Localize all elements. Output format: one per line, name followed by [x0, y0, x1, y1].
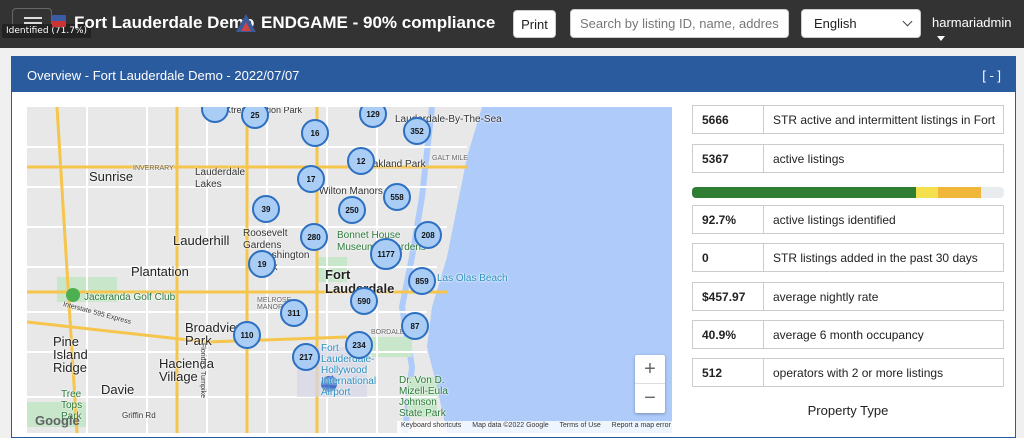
- search-input[interactable]: [570, 9, 789, 38]
- cluster-marker[interactable]: 280: [300, 223, 328, 251]
- map-label: Wilton Manors: [319, 186, 383, 197]
- keyboard-shortcuts-link[interactable]: Keyboard shortcuts: [401, 422, 462, 429]
- print-button[interactable]: Print: [513, 10, 556, 38]
- overview-panel: Overview - Fort Lauderdale Demo - 2022/0…: [11, 56, 1016, 438]
- map-label: Tree Tops Park: [61, 389, 83, 422]
- cluster-marker[interactable]: 217: [292, 343, 320, 371]
- cluster-marker[interactable]: 352: [403, 117, 431, 145]
- stat-row: 92.7% active listings identified: [692, 205, 1004, 234]
- stat-label: active listings: [773, 152, 845, 166]
- cluster-marker[interactable]: 208: [414, 221, 442, 249]
- report-error-link[interactable]: Report a map error: [611, 422, 671, 429]
- stat-value: 5367: [693, 145, 764, 172]
- cluster-marker[interactable]: 234: [345, 331, 373, 359]
- map-label: Lauderdale Lakes: [195, 167, 246, 190]
- map-label: MELROSE MANORS: [257, 297, 292, 311]
- cluster-marker[interactable]: 87: [401, 312, 429, 340]
- cluster-marker[interactable]: 311: [280, 299, 308, 327]
- progress-segment-pending: [937, 187, 982, 198]
- progress-segment-partial: [915, 187, 938, 198]
- map-label: Hacienda Village: [159, 356, 214, 384]
- cluster-marker[interactable]: 859: [408, 267, 436, 295]
- panel-title: Overview - Fort Lauderdale Demo - 2022/0…: [27, 68, 300, 83]
- cluster-marker[interactable]: 19: [248, 250, 276, 278]
- map-label: GALT MILE: [432, 155, 468, 162]
- stat-label: STR listings added in the past 30 days: [773, 251, 978, 265]
- listings-map[interactable]: Lauderdale-By-The-Sea Oakland Park GALT …: [27, 107, 672, 433]
- stat-label: average nightly rate: [773, 290, 879, 304]
- stat-row: 5666 STR active and intermittent listing…: [692, 105, 1004, 134]
- zoom-in-button[interactable]: +: [635, 355, 665, 384]
- cluster-marker[interactable]: 558: [383, 183, 411, 211]
- map-label: Griffin Rd: [122, 411, 156, 420]
- terms-link[interactable]: Terms of Use: [559, 422, 601, 429]
- map-label: Roosevelt Gardens: [243, 228, 288, 251]
- cluster-marker[interactable]: 110: [233, 321, 261, 349]
- map-label: Pine Island Ridge: [53, 334, 88, 375]
- map-label: Sunrise: [89, 169, 134, 184]
- progress-segment-identified: [692, 187, 916, 198]
- map-label: Fort Lauderdale-Hollywood International …: [321, 343, 377, 398]
- stat-value: 5666: [693, 106, 764, 133]
- map-label: Dr. Von D. Mizell-Eula Johnson State Par…: [399, 375, 448, 419]
- cluster-marker[interactable]: 39: [252, 195, 280, 223]
- stat-value: 512: [693, 359, 764, 386]
- compliance-title: ENDGAME - 90% compliance: [261, 13, 496, 32]
- flag-icon: [52, 15, 66, 27]
- stat-label: operators with 2 or more listings: [773, 366, 944, 380]
- username: harmariadmin: [932, 15, 1012, 30]
- map-label: Fort Lauderdale: [325, 267, 394, 296]
- map-label: Lauderhill: [173, 233, 230, 248]
- compliance-progress-bar: [692, 187, 1004, 198]
- map-attribution: Keyboard shortcuts Map data ©2022 Google…: [397, 421, 672, 433]
- map-label: Las Olas Beach: [437, 273, 508, 284]
- property-type-heading: Property Type: [807, 403, 889, 418]
- cluster-marker[interactable]: 1177: [370, 238, 402, 270]
- endgame-logo-icon: [236, 14, 256, 32]
- stat-value: 0: [693, 244, 764, 271]
- map-label: Lauderdale-By-The-Sea: [395, 114, 502, 125]
- panel-header: Overview - Fort Lauderdale Demo - 2022/0…: [12, 57, 1015, 92]
- language-value: English: [814, 16, 857, 31]
- map-label: Davie: [101, 382, 135, 397]
- stat-label: STR active and intermittent listings in …: [773, 113, 996, 127]
- cluster-marker[interactable]: 250: [338, 196, 366, 224]
- stat-row: $457.97 average nightly rate: [692, 282, 1004, 311]
- cluster-marker[interactable]: 17: [297, 165, 325, 193]
- identified-tooltip: Identified (71.7%): [2, 24, 92, 38]
- stat-row: 5367 active listings: [692, 144, 1004, 173]
- cluster-marker[interactable]: 590: [350, 287, 378, 315]
- stat-row: 0 STR listings added in the past 30 days: [692, 243, 1004, 272]
- stat-row: 40.9% average 6 month occupancy: [692, 320, 1004, 349]
- map-label: Oakland Park: [365, 159, 426, 170]
- caret-down-icon: [937, 36, 945, 42]
- cluster-marker[interactable]: 25: [241, 107, 269, 129]
- google-logo: Google: [35, 413, 80, 428]
- map-data-text: Map data ©2022 Google: [472, 422, 549, 429]
- map-label: Florida's Turnpike: [199, 342, 207, 399]
- map-label: Plantation: [131, 264, 189, 279]
- top-navbar: Identified (71.7%) Fort Lauderdale Demo …: [0, 0, 1024, 48]
- brand-title[interactable]: Fort Lauderdale Demo: [74, 13, 255, 32]
- chevron-down-icon: [902, 16, 913, 27]
- collapse-toggle[interactable]: [ - ]: [982, 68, 1001, 83]
- cluster-marker[interactable]: 16: [301, 119, 329, 147]
- stat-label: average 6 month occupancy: [773, 328, 924, 342]
- stat-value: 92.7%: [693, 206, 764, 233]
- cluster-marker[interactable]: 129: [359, 107, 387, 128]
- language-select[interactable]: English: [801, 9, 921, 38]
- user-menu[interactable]: harmariadmin: [932, 15, 1024, 45]
- map-label: Jacaranda Golf Club: [84, 292, 176, 303]
- map-label: BORDALE: [371, 329, 405, 336]
- map-label: Broadview Park: [185, 320, 246, 348]
- stat-value: 40.9%: [693, 321, 764, 348]
- zoom-control: + −: [635, 355, 665, 413]
- map-label: INVERRARY: [133, 165, 174, 172]
- zoom-out-button[interactable]: −: [644, 387, 656, 409]
- stat-label: active listings identified: [773, 213, 896, 227]
- stat-value: $457.97: [693, 283, 764, 310]
- cluster-marker[interactable]: 12: [347, 147, 375, 175]
- stat-row: 512 operators with 2 or more listings: [692, 358, 1004, 387]
